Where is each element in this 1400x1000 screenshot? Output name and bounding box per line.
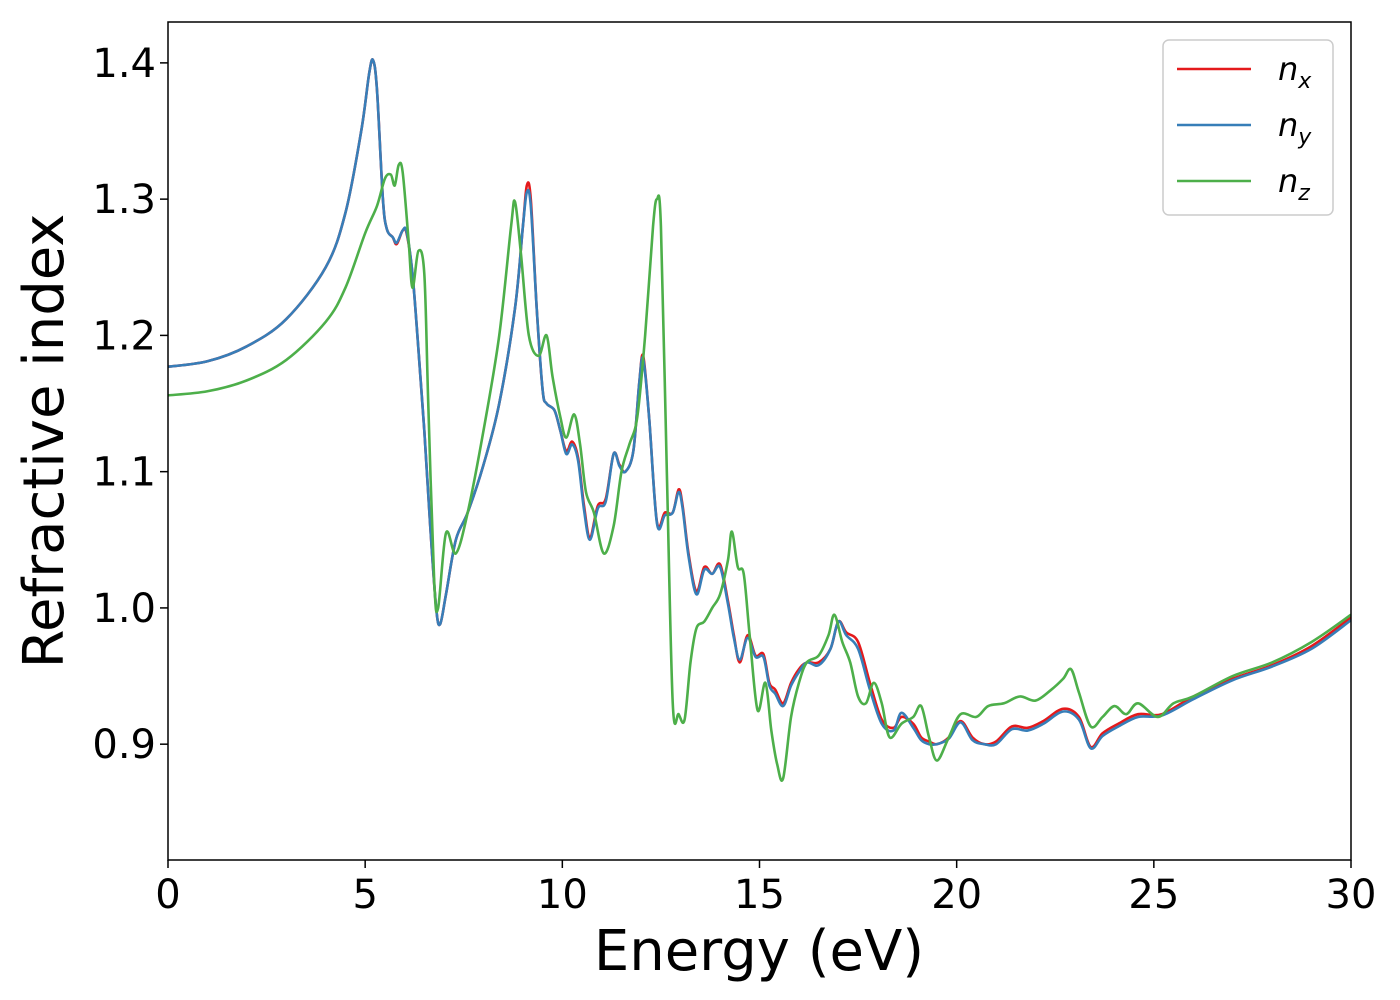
legend-label-subscript: y xyxy=(1297,125,1312,150)
legend-label-main: n xyxy=(1278,162,1298,200)
legend-label-main: n xyxy=(1278,106,1298,144)
series-line-ny xyxy=(168,58,1351,750)
y-tick-label: 1.1 xyxy=(92,450,156,496)
legend-label-subscript: z xyxy=(1297,181,1310,206)
legend-label-main: n xyxy=(1278,50,1298,88)
x-tick-label: 25 xyxy=(1128,872,1179,918)
legend-label-nx: nx xyxy=(1278,50,1312,94)
series-line-nz xyxy=(168,161,1351,782)
series-layer xyxy=(168,58,1351,782)
x-tick-label: 30 xyxy=(1326,872,1377,918)
legend-box xyxy=(1162,39,1334,216)
y-tick-label: 1.0 xyxy=(92,586,156,632)
x-tick-label: 10 xyxy=(537,872,588,918)
x-axis-ticks: 0 5 10 15 20 25 30 xyxy=(155,860,1376,918)
y-tick-label: 1.4 xyxy=(92,41,156,87)
y-axis-label: Refractive index xyxy=(12,214,77,669)
y-tick-label: 1.3 xyxy=(92,177,156,223)
y-tick-label: 1.2 xyxy=(92,313,156,359)
legend-label-ny: ny xyxy=(1278,106,1312,150)
plot-background xyxy=(168,22,1351,860)
y-axis-ticks: 0.9 1.0 1.1 1.2 1.3 1.4 xyxy=(92,41,168,768)
legend-label-subscript: x xyxy=(1297,69,1312,94)
x-tick-label: 20 xyxy=(931,872,982,918)
x-axis-label: Energy (eV) xyxy=(594,919,924,984)
y-tick-label: 0.9 xyxy=(92,722,156,768)
legend-label-nz: nz xyxy=(1278,162,1310,206)
x-tick-label: 0 xyxy=(155,872,180,918)
x-tick-label: 5 xyxy=(352,872,377,918)
x-tick-label: 15 xyxy=(734,872,785,918)
